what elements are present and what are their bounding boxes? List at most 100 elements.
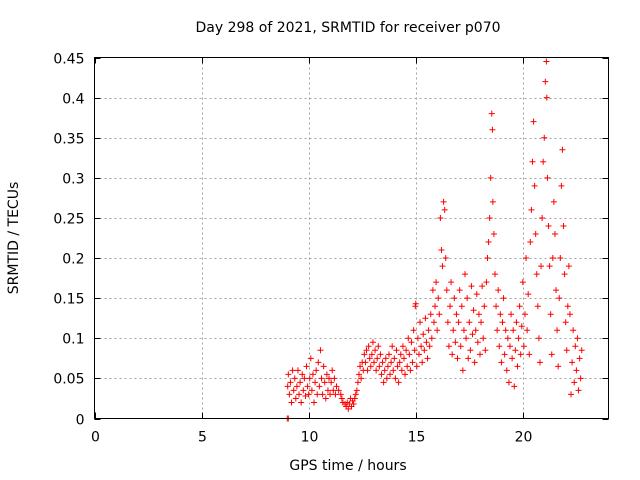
- data-point: [555, 363, 562, 370]
- data-point: [422, 315, 429, 322]
- data-point: [351, 395, 358, 402]
- data-point: [575, 387, 582, 394]
- data-point: [332, 391, 339, 398]
- data-point: [531, 182, 538, 189]
- data-point: [469, 331, 476, 338]
- data-point: [568, 391, 575, 398]
- data-point: [544, 174, 551, 181]
- data-point: [289, 367, 296, 374]
- data-point: [322, 395, 329, 402]
- data-point: [495, 287, 502, 294]
- data-point: [413, 363, 420, 370]
- y-tick-label: 0.15: [53, 292, 84, 308]
- data-point: [553, 287, 560, 294]
- data-point: [464, 295, 471, 302]
- data-point: [374, 355, 381, 362]
- data-point: [284, 383, 291, 390]
- data-point: [489, 198, 496, 205]
- data-point: [333, 383, 340, 390]
- x-tick-label: 10: [301, 430, 319, 446]
- data-point: [288, 399, 295, 406]
- data-point: [526, 351, 533, 358]
- data-point: [576, 355, 583, 362]
- data-point: [323, 371, 330, 378]
- data-point: [442, 255, 449, 262]
- data-point: [433, 279, 440, 286]
- data-point: [436, 311, 443, 318]
- data-point: [297, 379, 304, 386]
- data-point: [394, 363, 401, 370]
- data-point: [415, 351, 422, 358]
- data-point: [286, 391, 293, 398]
- data-point: [298, 399, 305, 406]
- data-point: [574, 335, 581, 342]
- data-point: [490, 230, 497, 237]
- data-point: [474, 339, 481, 346]
- data-point: [564, 303, 571, 310]
- data-point: [353, 387, 360, 394]
- data-point: [516, 303, 523, 310]
- data-point: [505, 379, 512, 386]
- data-point: [437, 214, 444, 221]
- data-point: [378, 371, 385, 378]
- data-point: [569, 359, 576, 366]
- data-point: [566, 311, 573, 318]
- data-point: [448, 279, 455, 286]
- data-point: [540, 158, 547, 165]
- data-point: [409, 359, 416, 366]
- data-point: [508, 311, 515, 318]
- data-point: [536, 359, 543, 366]
- data-point: [364, 367, 371, 374]
- data-point: [312, 379, 319, 386]
- y-axis-label: SRMTID / TECUs: [6, 182, 22, 295]
- data-point: [396, 359, 403, 366]
- data-point: [430, 319, 437, 326]
- data-point: [512, 347, 519, 354]
- data-point: [527, 239, 534, 246]
- data-point: [571, 379, 578, 386]
- data-point: [432, 303, 439, 310]
- x-tick-label: 15: [408, 430, 426, 446]
- data-point: [518, 323, 525, 330]
- data-point: [573, 367, 580, 374]
- data-point: [543, 94, 550, 101]
- data-point: [517, 351, 524, 358]
- data-point: [345, 405, 352, 412]
- data-point: [369, 339, 376, 346]
- data-point: [400, 355, 407, 362]
- data-point: [468, 283, 475, 290]
- data-point: [559, 146, 566, 153]
- data-point: [354, 379, 361, 386]
- data-point: [458, 303, 465, 310]
- data-point: [393, 347, 400, 354]
- data-point: [447, 303, 454, 310]
- x-axis-label: GPS time / hours: [289, 458, 406, 474]
- data-point: [459, 367, 466, 374]
- data-point: [513, 319, 520, 326]
- data-point: [425, 327, 432, 334]
- data-point: [484, 255, 491, 262]
- data-point: [563, 347, 570, 354]
- data-point: [301, 375, 308, 382]
- data-point: [523, 255, 530, 262]
- data-point: [562, 319, 569, 326]
- data-point: [483, 279, 490, 286]
- data-point: [561, 271, 568, 278]
- data-point: [420, 331, 427, 338]
- data-point: [499, 319, 506, 326]
- data-point: [392, 375, 399, 382]
- data-point: [402, 371, 409, 378]
- data-point: [352, 391, 359, 398]
- data-point: [379, 359, 386, 366]
- data-point: [455, 319, 462, 326]
- data-point: [521, 311, 528, 318]
- data-point: [417, 319, 424, 326]
- data-point: [285, 371, 292, 378]
- data-point: [548, 351, 555, 358]
- data-point: [358, 375, 365, 382]
- data-point: [293, 383, 300, 390]
- data-point: [294, 367, 301, 374]
- x-tick-label: 20: [515, 430, 533, 446]
- axis-ticks: 0 0.05 0.1 0.15 0.2 0.25 0.3 0.35 0.4 0.45 0 5 10 15 2…: [53, 52, 609, 446]
- y-tick-label: 0.45: [53, 52, 84, 68]
